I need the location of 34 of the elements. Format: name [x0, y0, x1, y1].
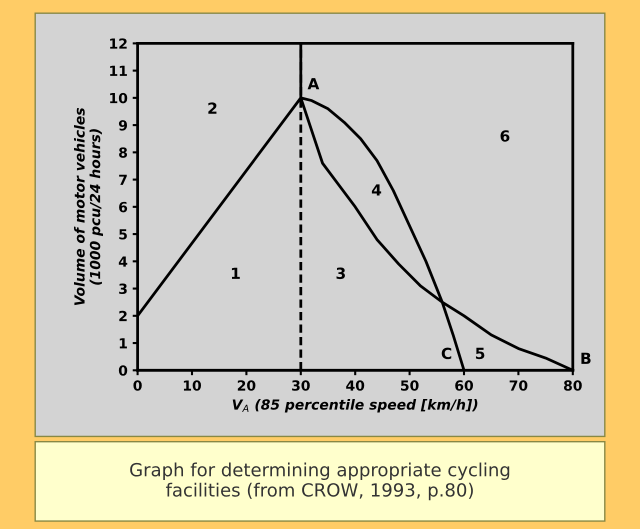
- annotation: 3: [336, 268, 345, 280]
- text: Graph for determining appropriate cycling facilities (from CROW, 1993, p.80): [130, 462, 510, 500]
- x-tick-label: 10: [184, 380, 201, 391]
- y-tick-label: 2: [119, 310, 127, 322]
- x-tick-label: 0: [133, 380, 142, 391]
- y-tick-label: 6: [119, 202, 128, 212]
- text: B: [581, 352, 591, 364]
- x-tick-label: 30: [292, 380, 310, 391]
- y-tick-label: 3: [119, 284, 127, 294]
- y-tick-label: 11: [110, 66, 127, 76]
- annotation: C: [442, 348, 452, 360]
- x-tick-label: 80: [564, 380, 582, 391]
- x-tick-label: 40: [346, 380, 364, 391]
- x-tick-label: 70: [510, 380, 528, 391]
- y-tick-label: 4: [118, 256, 128, 267]
- y-tick-label: 10: [110, 92, 128, 104]
- y-tick-label: 9: [118, 120, 127, 131]
- x-axis-title: V$_{A}$ (85 percentile speed [km/h]): [232, 399, 478, 412]
- x-tick-label: 60: [455, 380, 473, 391]
- y-tick-label: 7: [119, 174, 127, 185]
- y-tick-label: 8: [119, 147, 128, 158]
- annotation: 2: [208, 102, 216, 114]
- annotation: 4: [372, 184, 382, 196]
- y-tick-label: 5: [119, 229, 127, 240]
- annotation: 1: [232, 268, 240, 279]
- annotation: A: [308, 78, 320, 90]
- y-axis-title: Volume of motor vehicles (1000 pcu/24 hours): [74, 108, 103, 306]
- annotation: 5: [476, 348, 484, 360]
- y-tick-label: 1: [120, 338, 127, 348]
- y-tick-label: 0: [118, 365, 128, 376]
- x-tick-label: 50: [401, 380, 419, 391]
- x-tick-label: 20: [238, 380, 256, 391]
- annotation: 6: [500, 130, 510, 142]
- y-tick-label: 12: [110, 38, 127, 49]
